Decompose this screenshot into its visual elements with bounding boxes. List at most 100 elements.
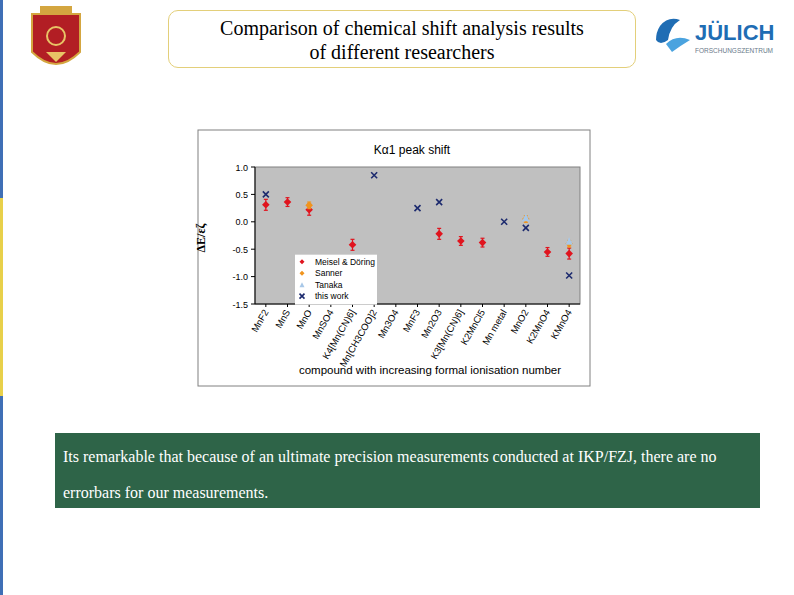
x-tick-label: MnF3 (401, 308, 423, 335)
error-bar (307, 202, 311, 209)
data-point (544, 248, 552, 256)
error-bar (437, 228, 441, 239)
julich-logo: JÜLICH FORSCHUNGSZENTRUM (656, 19, 774, 54)
x-tick (417, 304, 418, 307)
x-tick-label: MnO2 (508, 308, 530, 336)
data-point (262, 201, 270, 209)
x-axis (255, 304, 580, 305)
x-tick-label: K3[Mn(CN)6] (428, 308, 465, 362)
x-tick (482, 304, 483, 307)
y-tick (251, 194, 255, 195)
y-tick (251, 167, 255, 168)
y-axis-label: ΔE/εζ (194, 222, 208, 252)
side-stripe (0, 0, 3, 198)
data-point (523, 225, 529, 231)
x-tick-label: MnO (294, 308, 314, 331)
note-text: Its remarkable that because of an ultima… (63, 448, 717, 501)
slide-graphics: JÜLICH FORSCHUNGSZENTRUM Kα1 peak shift 1.0… (0, 0, 794, 595)
y-axis (255, 167, 256, 304)
error-bar (264, 199, 268, 210)
legend-symbol (300, 259, 305, 264)
error-bar (459, 237, 463, 246)
x-tick (287, 304, 288, 307)
error-bar (286, 198, 290, 207)
side-stripe (0, 198, 3, 396)
y-tick (251, 276, 255, 277)
y-tick-label: -0.5 (232, 245, 248, 255)
data-point (565, 240, 573, 248)
logo-subtitle: FORSCHUNGSZENTRUM (695, 47, 773, 54)
data-point (435, 230, 443, 238)
x-tick (330, 304, 331, 307)
note-box: Its remarkable that because of an ultima… (55, 433, 760, 508)
x-tick (395, 304, 396, 307)
x-tick-label: MnSO4 (310, 308, 336, 341)
x-tick (309, 304, 310, 307)
title-box: Comparison of chemical shift analysis re… (168, 10, 636, 68)
x-tick (569, 304, 570, 307)
title-line: Comparison of chemical shift analysis re… (169, 16, 635, 40)
x-tick-label: K2MnCl5 (458, 308, 487, 347)
plot-area (255, 167, 580, 304)
x-tick (265, 304, 266, 307)
x-tick-label: MnF2 (249, 308, 271, 335)
y-tick-label: 0.0 (235, 217, 248, 227)
y-tick-label: 1.0 (235, 163, 248, 173)
y-tick (251, 221, 255, 222)
error-bar (546, 248, 550, 257)
error-bar (307, 204, 311, 215)
data-point (457, 237, 465, 245)
legend-label: this work (315, 291, 349, 301)
data-point (479, 239, 487, 247)
x-tick (525, 304, 526, 307)
x-tick (374, 304, 375, 307)
data-point (522, 214, 530, 222)
legend-box (295, 255, 377, 305)
legend-symbol (300, 294, 305, 299)
x-tick-label: Mn2O3 (419, 308, 444, 340)
data-point (501, 219, 507, 225)
x-tick-label: KMnO4 (548, 308, 574, 341)
title-line: of different researchers (169, 40, 635, 64)
logo-text: JÜLICH (695, 20, 774, 45)
data-point (566, 273, 572, 279)
data-point (436, 199, 442, 205)
legend-label: Sanner (315, 268, 343, 278)
marks (262, 172, 573, 278)
data-point (263, 191, 269, 197)
error-bar (481, 238, 485, 247)
data-point (284, 198, 292, 206)
y-tick-label: -1.5 (232, 300, 248, 310)
error-bar (524, 216, 528, 223)
x-tick-label: K2MnO4 (524, 308, 552, 346)
x-tick (352, 304, 353, 307)
data-point (305, 202, 313, 210)
x-tick-label: Mn3O4 (375, 308, 400, 340)
data-point (305, 206, 313, 214)
x-axis-label: compound with increasing formal ionisati… (299, 364, 561, 376)
data-point (371, 172, 377, 178)
x-tick-label: Mn metal (480, 308, 509, 347)
legend: Meisel & DöringSannerTanakathis work (295, 255, 377, 305)
legend-symbol (300, 271, 305, 276)
error-bar (567, 240, 571, 247)
data-point (349, 241, 357, 249)
side-stripe (0, 396, 3, 595)
chart-frame (198, 130, 590, 386)
chart-title: Kα1 peak shift (374, 143, 451, 157)
y-tick (251, 304, 255, 305)
error-bar (351, 239, 355, 250)
y-tick-label: -1.0 (232, 272, 248, 282)
data-point (565, 250, 573, 258)
x-tick-label: MnS (273, 308, 292, 330)
x-tick-label: K4[Mn(CN)6] (320, 308, 357, 362)
x-tick (504, 304, 505, 307)
x-tick-label: Mn[CH3COO]2 (337, 308, 379, 369)
y-tick-label: 0.5 (235, 190, 248, 200)
data-point (522, 215, 530, 223)
x-tick (460, 304, 461, 307)
legend-symbol (300, 282, 305, 287)
x-tick (439, 304, 440, 307)
legend-label: Tanaka (315, 280, 343, 290)
error-bar (567, 248, 571, 259)
